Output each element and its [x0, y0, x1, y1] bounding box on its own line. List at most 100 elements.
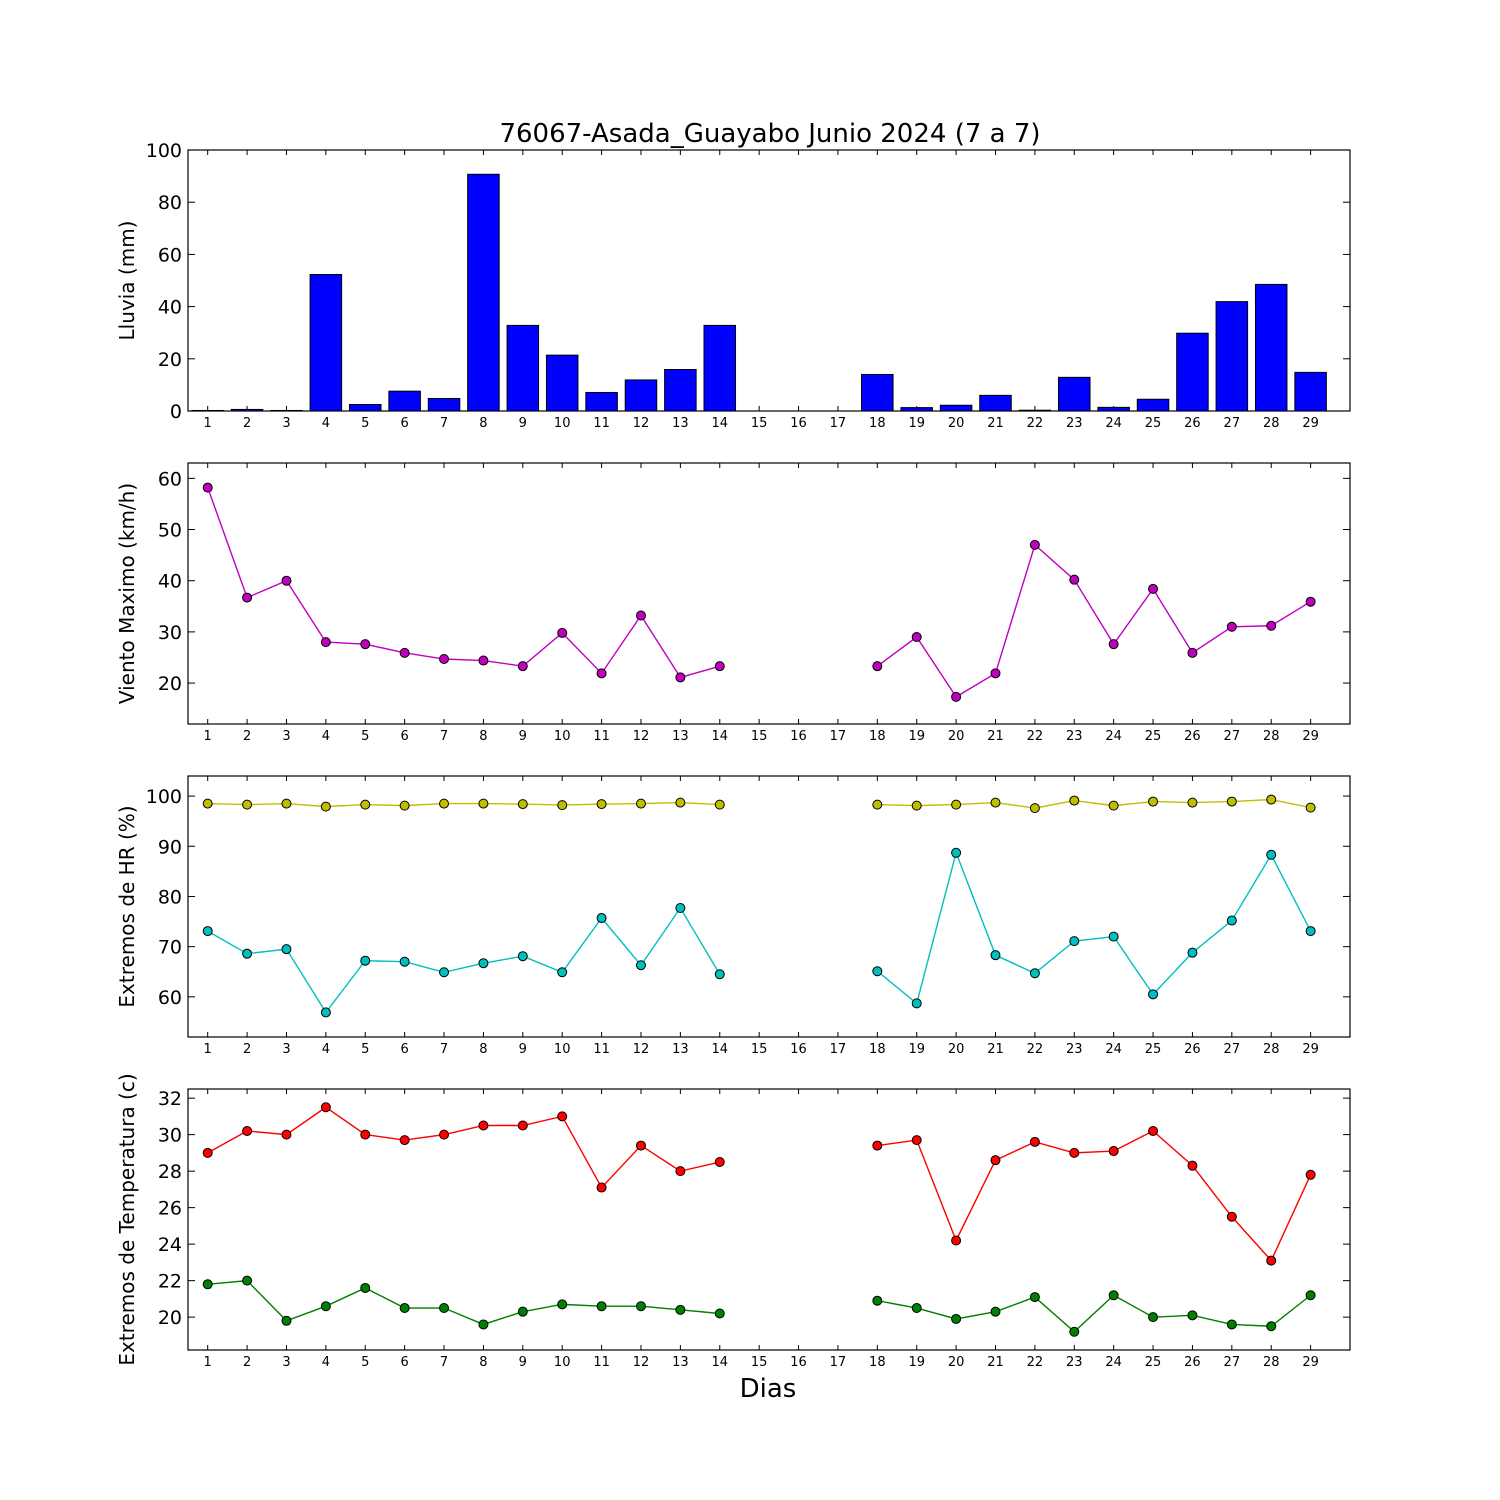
data-point	[1266, 849, 1277, 860]
x-tick-label: 14	[711, 729, 728, 744]
data-point	[439, 1303, 450, 1314]
x-tick-label: 5	[361, 729, 369, 744]
data-point	[439, 798, 450, 809]
data-point	[675, 1304, 686, 1315]
plot-frame	[187, 149, 1351, 412]
y-tick-label: 20	[158, 1307, 182, 1329]
series-line-2	[877, 1294, 1312, 1333]
data-point	[714, 969, 725, 980]
x-tick-label: 15	[751, 729, 768, 744]
data-point	[320, 1301, 331, 1312]
y-tick-label: 0	[170, 401, 182, 423]
data-point	[1148, 1312, 1159, 1323]
x-tick-label: 18	[869, 1355, 886, 1370]
data-point	[635, 798, 646, 809]
data-point	[1069, 795, 1080, 806]
data-point	[360, 639, 371, 650]
data-point	[478, 1319, 489, 1330]
data-point	[517, 661, 528, 672]
x-tick-label: 20	[948, 729, 965, 744]
data-point	[1148, 989, 1159, 1000]
x-tick-label: 11	[593, 416, 610, 431]
data-point	[951, 799, 962, 810]
data-point	[990, 797, 1001, 808]
x-tick-label: 17	[830, 1355, 847, 1370]
y-axis-label: Viento Maximo (km/h)	[115, 483, 139, 704]
x-tick-label: 11	[593, 1042, 610, 1057]
bar	[1058, 376, 1091, 412]
data-point	[1226, 1211, 1237, 1222]
data-point	[596, 799, 607, 810]
data-point	[242, 1275, 253, 1286]
data-point	[1305, 926, 1316, 937]
y-tick-label: 80	[158, 886, 182, 908]
x-tick-label: 15	[751, 1355, 768, 1370]
bar	[348, 403, 382, 412]
data-point	[399, 1303, 410, 1314]
data-point	[714, 799, 725, 810]
data-point	[635, 960, 646, 971]
data-point	[1187, 1310, 1198, 1321]
x-tick-label: 5	[361, 1355, 369, 1370]
x-tick-label: 4	[322, 729, 330, 744]
data-point	[1108, 1290, 1119, 1301]
data-point	[1108, 639, 1119, 650]
x-tick-label: 17	[830, 729, 847, 744]
bar	[1294, 371, 1327, 412]
x-tick-label: 7	[440, 1042, 448, 1057]
x-tick-label: 14	[711, 1042, 728, 1057]
x-tick-label: 9	[519, 1355, 527, 1370]
y-axis-label: Extremos de Temperatura (c)	[115, 1073, 139, 1365]
x-tick-label: 3	[282, 1355, 290, 1370]
data-point	[675, 797, 686, 808]
data-point	[635, 1301, 646, 1312]
x-tick-label: 16	[790, 1355, 807, 1370]
data-point	[714, 661, 725, 672]
x-tick-label: 19	[908, 1355, 925, 1370]
data-point	[675, 903, 686, 914]
series-line-1	[207, 487, 720, 679]
x-tick-label: 26	[1184, 1042, 1201, 1057]
x-tick-label: 24	[1105, 729, 1122, 744]
x-tick-label: 28	[1263, 416, 1280, 431]
data-point	[990, 668, 1001, 679]
x-tick-label: 12	[633, 1355, 650, 1370]
data-point	[202, 926, 213, 937]
x-tick-label: 28	[1263, 1042, 1280, 1057]
x-tick-label: 9	[519, 729, 527, 744]
y-tick-label: 60	[158, 244, 182, 266]
data-point	[1029, 968, 1040, 979]
data-point	[1187, 947, 1198, 958]
x-tick-label: 7	[440, 1355, 448, 1370]
data-point	[1108, 931, 1119, 942]
data-point	[1069, 936, 1080, 947]
data-point	[399, 956, 410, 967]
x-tick-label: 6	[401, 729, 409, 744]
data-point	[990, 950, 1001, 961]
x-tick-label: 22	[1027, 416, 1044, 431]
data-point	[281, 1315, 292, 1326]
x-tick-label: 18	[869, 729, 886, 744]
data-point	[635, 1140, 646, 1151]
y-tick-label: 32	[158, 1088, 182, 1110]
data-point	[281, 575, 292, 586]
data-point	[1108, 800, 1119, 811]
x-tick-label: 3	[282, 1042, 290, 1057]
data-point	[1187, 647, 1198, 658]
x-tick-label: 23	[1066, 416, 1083, 431]
x-tick-label: 3	[282, 729, 290, 744]
x-tick-label: 27	[1224, 729, 1241, 744]
x-tick-label: 19	[908, 1042, 925, 1057]
data-point	[399, 800, 410, 811]
data-point	[478, 1120, 489, 1131]
data-point	[281, 944, 292, 955]
data-point	[360, 1129, 371, 1140]
x-tick-label: 10	[554, 1355, 571, 1370]
bar	[703, 324, 737, 412]
x-tick-label: 29	[1302, 1355, 1319, 1370]
bar	[230, 408, 264, 412]
x-tick-label: 12	[633, 729, 650, 744]
